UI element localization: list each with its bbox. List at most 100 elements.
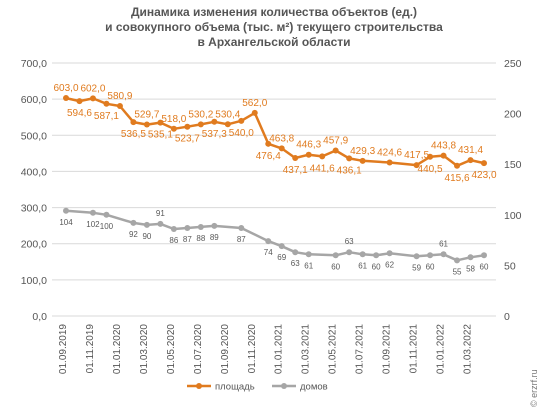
homes-data-label: 60: [331, 262, 340, 271]
area-data-label: 562,0: [242, 98, 267, 109]
series-point-0: [454, 162, 461, 169]
series-point-1: [413, 253, 420, 260]
series-point-1: [211, 222, 218, 229]
series-point-0: [130, 119, 137, 126]
x-tick-label: 01.01.2021: [274, 324, 285, 374]
x-tick-label: 01.07.2020: [193, 324, 204, 374]
x-tick-label: 01.03.2022: [463, 324, 474, 374]
x-tick-label: 01.05.2020: [166, 324, 177, 374]
homes-data-label: 61: [439, 239, 448, 248]
series-point-1: [373, 252, 380, 259]
homes-data-label: 60: [426, 262, 435, 271]
series-point-0: [265, 140, 272, 147]
series-point-1: [265, 238, 272, 245]
area-data-label: 436,1: [337, 165, 362, 176]
series-point-1: [89, 209, 96, 216]
homes-data-label: 74: [264, 248, 273, 257]
y-left-tick-label: 0,0: [32, 311, 47, 323]
series-point-1: [63, 207, 69, 214]
area-data-label: 437,1: [283, 165, 308, 176]
x-tick-label: 01.11.2021: [409, 324, 420, 374]
y-right-tick-label: 250: [504, 58, 522, 70]
y-right-tick-label: 200: [504, 109, 522, 121]
area-data-label: 415,6: [445, 173, 470, 184]
watermark: © erzrf.ru: [529, 369, 539, 407]
area-data-label: 476,4: [256, 151, 281, 162]
series-point-0: [467, 157, 474, 164]
y-right-tick-label: 0: [504, 311, 510, 323]
series-point-0: [305, 151, 312, 158]
series-point-0: [157, 119, 164, 126]
homes-data-label: 69: [277, 253, 286, 262]
homes-data-label: 87: [237, 235, 246, 244]
x-tick-label: 01.03.2021: [301, 324, 312, 374]
series-point-1: [292, 249, 299, 256]
homes-data-label: 91: [156, 209, 165, 218]
y-right-tick-label: 50: [504, 260, 516, 272]
series-point-1: [427, 252, 434, 259]
series-point-0: [63, 95, 69, 102]
y-right-tick-label: 100: [504, 210, 522, 222]
area-data-label: 603,0: [53, 83, 78, 94]
series-point-0: [238, 117, 245, 124]
series-point-1: [184, 224, 191, 231]
area-data-label: 594,6: [67, 108, 92, 119]
series-point-1: [278, 243, 285, 250]
series-point-0: [224, 121, 231, 128]
x-tick-label: 01.03.2020: [139, 324, 150, 374]
series-point-1: [238, 224, 245, 231]
series-point-0: [184, 123, 191, 130]
area-data-label: 429,3: [350, 146, 375, 157]
series-point-0: [292, 155, 299, 162]
series-point-0: [481, 160, 487, 167]
series-point-1: [305, 251, 312, 258]
homes-data-label: 102: [86, 220, 100, 229]
x-tick-label: 01.01.2020: [112, 324, 123, 374]
series-point-1: [157, 220, 164, 227]
y-left-tick-label: 200,0: [21, 239, 47, 251]
homes-data-label: 90: [142, 232, 151, 241]
area-data-label: 417,5: [404, 150, 429, 161]
homes-data-label: 63: [345, 237, 354, 246]
legend-marker-0: [196, 383, 202, 389]
x-tick-label: 01.11.2020: [247, 324, 258, 374]
series-point-0: [346, 155, 353, 162]
legend-marker-1: [281, 383, 287, 389]
y-left-tick-label: 500,0: [21, 130, 47, 142]
title-line: и совокупного объема (тыс. м²) текущего …: [105, 20, 443, 34]
y-left-tick-label: 600,0: [21, 94, 47, 106]
area-data-label: 423,0: [471, 170, 496, 181]
series-point-0: [197, 121, 204, 128]
homes-data-label: 87: [183, 235, 192, 244]
title-line: Динамика изменения количества объектов (…: [131, 5, 417, 19]
area-data-label: 530,2: [188, 109, 213, 120]
area-data-label: 580,9: [107, 91, 132, 102]
homes-data-label: 92: [129, 230, 138, 239]
series-point-0: [427, 153, 434, 160]
area-data-label: 443,8: [431, 141, 456, 152]
series-point-1: [332, 252, 339, 259]
x-axis: 01.09.2019 01.11.2019 01.01.2020 01.03.2020…: [58, 324, 474, 374]
y-right-tick-label: 150: [504, 159, 522, 171]
y-axis-left: 0,0 100,0 200,0 300,0 400,0 500,0 600,0 700,0: [21, 58, 47, 323]
series-point-0: [319, 153, 326, 160]
homes-data-label: 60: [372, 262, 381, 271]
series-point-1: [454, 257, 461, 264]
homes-data-label: 60: [480, 262, 489, 271]
series: [63, 95, 487, 264]
series-point-1: [130, 219, 137, 226]
homes-data-label: 62: [385, 260, 394, 269]
series-point-0: [332, 147, 339, 154]
area-data-label: 602,0: [80, 83, 105, 94]
homes-data-label: 58: [466, 264, 475, 273]
series-point-1: [197, 223, 204, 230]
area-data-label: 440,5: [418, 164, 443, 175]
homes-data-label: 86: [169, 236, 178, 245]
series-point-0: [76, 98, 83, 105]
area-data-label: 518,0: [161, 114, 186, 125]
x-tick-label: 01.01.2022: [436, 324, 447, 374]
data-labels: 603,0 594,6 602,0 587,1 580,9 536,5 529,7 535,1…: [53, 83, 496, 276]
x-tick-label: 01.05.2021: [328, 324, 339, 374]
area-data-label: 537,3: [202, 129, 227, 140]
